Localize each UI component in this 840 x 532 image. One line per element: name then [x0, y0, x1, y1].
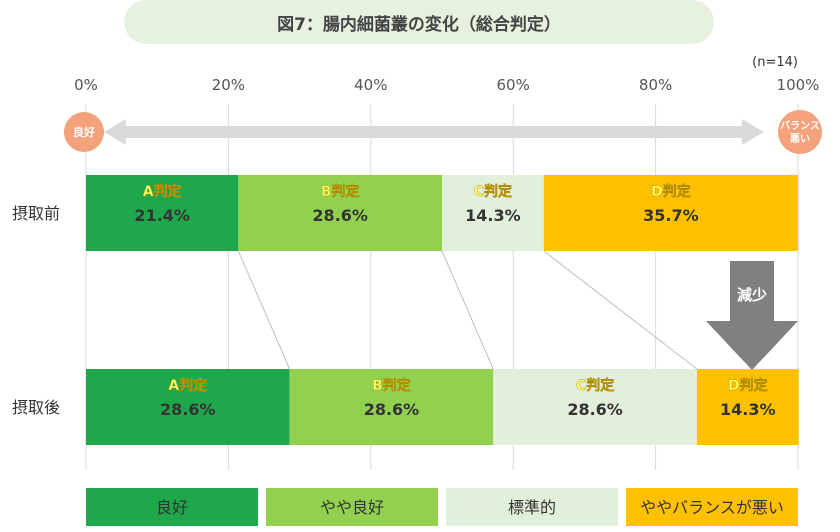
scale-good-label: 良好: [73, 125, 95, 139]
legend-label: ややバランスが悪い: [640, 498, 784, 517]
segment-grade-label: B判定: [321, 183, 360, 200]
decrease-annotation-label: 減少: [737, 286, 767, 304]
segment-value-label: 14.3%: [465, 206, 521, 225]
segment-grade-label: A判定: [168, 377, 207, 394]
legend-label: やや良好: [320, 498, 384, 517]
scale-good-badge: [64, 112, 104, 152]
bar-segment: [442, 175, 544, 251]
segment-grade-label: C判定: [576, 377, 614, 394]
connector-line: [543, 250, 698, 370]
bar-segment: [696, 369, 799, 445]
segment-value-label: 21.4%: [134, 206, 190, 225]
scale-bad-label-line1: バランス: [780, 120, 820, 132]
x-tick-label: 60%: [497, 76, 530, 94]
scale-arrow-right-head: [742, 119, 764, 145]
connector-line: [441, 250, 494, 370]
scale-bad-badge: [778, 110, 822, 154]
segment-grade-label: C判定: [474, 183, 512, 200]
chart-title: 図7：腸内細菌叢の変化（総合判定）: [277, 14, 561, 35]
segment-grade-label: B判定: [372, 377, 411, 394]
x-tick-label: 0%: [74, 76, 98, 94]
legend-label: 標準的: [508, 498, 556, 517]
decrease-arrow-shaft: [730, 261, 774, 321]
legend-swatch: [266, 488, 438, 526]
bar-segment: [86, 175, 239, 251]
bar-segment: [543, 175, 798, 251]
segment-value-label: 28.6%: [160, 400, 216, 419]
x-tick-label: 20%: [212, 76, 245, 94]
legend-swatch: [86, 488, 258, 526]
legend-swatch: [446, 488, 618, 526]
legend-swatch: [626, 488, 798, 526]
category-label: 摂取前: [12, 204, 60, 223]
connector-line: [237, 250, 291, 370]
bar-segment: [289, 369, 494, 445]
category-label: 摂取後: [12, 398, 60, 417]
bar-segment: [493, 369, 697, 445]
segment-grade-label: D判定: [728, 377, 768, 394]
chart-title-banner: 図7：腸内細菌叢の変化（総合判定）: [124, 0, 714, 44]
segment-value-label: 35.7%: [643, 206, 699, 225]
scale-arrow-left-head: [104, 119, 126, 145]
segment-grade-label: A判定: [143, 183, 182, 200]
decrease-arrow-head: [706, 321, 798, 370]
legend-label: 良好: [156, 498, 188, 517]
segment-value-label: 28.6%: [364, 400, 420, 419]
bar-segment: [238, 175, 442, 251]
x-tick-label: 40%: [354, 76, 387, 94]
x-tick-label: 80%: [639, 76, 672, 94]
segment-value-label: 28.6%: [312, 206, 368, 225]
segment-grade-label: D判定: [651, 183, 691, 200]
segment-value-label: 14.3%: [720, 400, 776, 419]
scale-arrow-shaft: [120, 126, 748, 138]
scale-bad-label-line2: 悪い: [790, 133, 810, 145]
bar-segment: [86, 369, 290, 445]
segment-value-label: 28.6%: [567, 400, 623, 419]
sample-size-note: (n=14): [752, 55, 798, 70]
x-tick-label: 100%: [777, 76, 820, 94]
